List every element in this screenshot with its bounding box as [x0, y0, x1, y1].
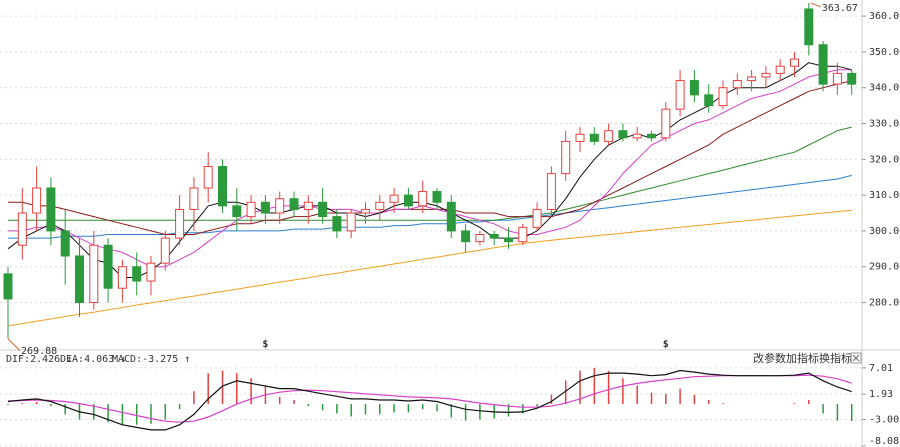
y-tick-label: 7.01 [869, 363, 893, 374]
candle-body [46, 187, 56, 232]
dif-line [7, 369, 852, 431]
candle-body [89, 244, 99, 304]
candle-body [432, 191, 442, 203]
candle-body [518, 226, 528, 243]
candle-body [461, 230, 471, 243]
candle-body [790, 58, 799, 67]
indicator-button[interactable]: 加指标 [786, 351, 819, 365]
high-annotation: 363.67 [822, 3, 858, 14]
candle-body [504, 237, 513, 243]
y-tick-label: 320.00 [869, 154, 900, 165]
candle-body [489, 234, 499, 239]
candle-body [146, 262, 156, 282]
candle-body [3, 273, 13, 300]
annotation-line [810, 2, 821, 8]
candle-body [203, 165, 213, 189]
y-tick-label: 340.00 [869, 83, 900, 94]
legend-entry: DIF:2.426 ↓ [6, 354, 72, 365]
candle-body [818, 44, 828, 85]
candle-body [847, 72, 857, 85]
candle-body [589, 133, 599, 142]
candle-body [175, 208, 185, 239]
close-button[interactable] [850, 352, 862, 364]
y-tick-label: -3.00 [869, 415, 899, 426]
candle-body [260, 201, 270, 214]
candle-body [332, 216, 342, 232]
candle-body [475, 234, 485, 243]
y-tick-label: 1.93 [869, 389, 893, 400]
ma-line [8, 174, 852, 239]
y-tick-label: 310.00 [869, 190, 900, 201]
candle-body [160, 237, 170, 264]
legend-entry: MACD:-3.275 ↑ [112, 354, 190, 365]
candle-body [60, 230, 70, 257]
y-tick-label: 280.00 [869, 298, 900, 309]
candle-body [246, 201, 256, 218]
candle-body [318, 201, 328, 218]
candle-body [446, 201, 456, 232]
candle-body [689, 80, 699, 96]
ma-line [8, 126, 852, 221]
dividend-marker: $ [663, 339, 669, 350]
candle-body [218, 165, 227, 207]
candle-body [775, 65, 785, 74]
y-tick-label: -8.08 [869, 436, 899, 447]
candle-body [675, 80, 685, 110]
candle-body [718, 87, 728, 107]
y-tick-label: 300.00 [869, 226, 900, 237]
candle-body [275, 198, 285, 214]
indicator-button[interactable]: 换指标 [819, 351, 852, 365]
candle-body [361, 208, 370, 214]
candle-body [303, 201, 313, 210]
candle-body [661, 108, 671, 139]
dividend-marker: $ [262, 339, 268, 350]
candle-body [17, 212, 27, 246]
candle-body [32, 187, 42, 214]
candle-body [103, 244, 113, 289]
y-tick-label: 330.00 [869, 119, 900, 130]
candle-body [389, 194, 399, 203]
candle-body [704, 94, 714, 107]
candle-body [632, 133, 642, 139]
candle-body [804, 8, 814, 46]
y-tick-label: 360.00 [869, 11, 900, 22]
candle-body [289, 198, 299, 210]
candle-body [346, 212, 356, 232]
candle-body [575, 133, 585, 142]
candle-body [732, 80, 742, 89]
candle-body [375, 201, 385, 210]
y-tick-label: 350.00 [869, 47, 900, 58]
low-annotation: 269.88 [21, 346, 57, 357]
candle-body [532, 208, 542, 228]
candle-body [132, 266, 142, 282]
legend-entry: DEA:4.063 ↓ [60, 354, 126, 365]
close-icon[interactable] [852, 354, 860, 362]
candle-body [747, 76, 757, 82]
candle-body [117, 266, 127, 289]
y-tick-label: 290.00 [869, 262, 900, 273]
dea-line [7, 374, 852, 423]
candle-body [403, 194, 413, 207]
ma-line [8, 80, 852, 235]
candle-body [761, 72, 771, 78]
candle-body [561, 140, 571, 175]
indicator-button[interactable]: 改参数 [753, 351, 786, 365]
candle-body [604, 130, 614, 142]
candle-body [75, 255, 84, 304]
candle-body [418, 191, 428, 207]
candle-body [832, 72, 842, 85]
candle-body [647, 133, 656, 139]
candle-body [618, 130, 628, 139]
candle-body [232, 205, 242, 218]
candle-body [189, 187, 199, 210]
annotation-line [7, 338, 21, 352]
ma-line [7, 209, 852, 327]
candle-body [546, 173, 556, 210]
